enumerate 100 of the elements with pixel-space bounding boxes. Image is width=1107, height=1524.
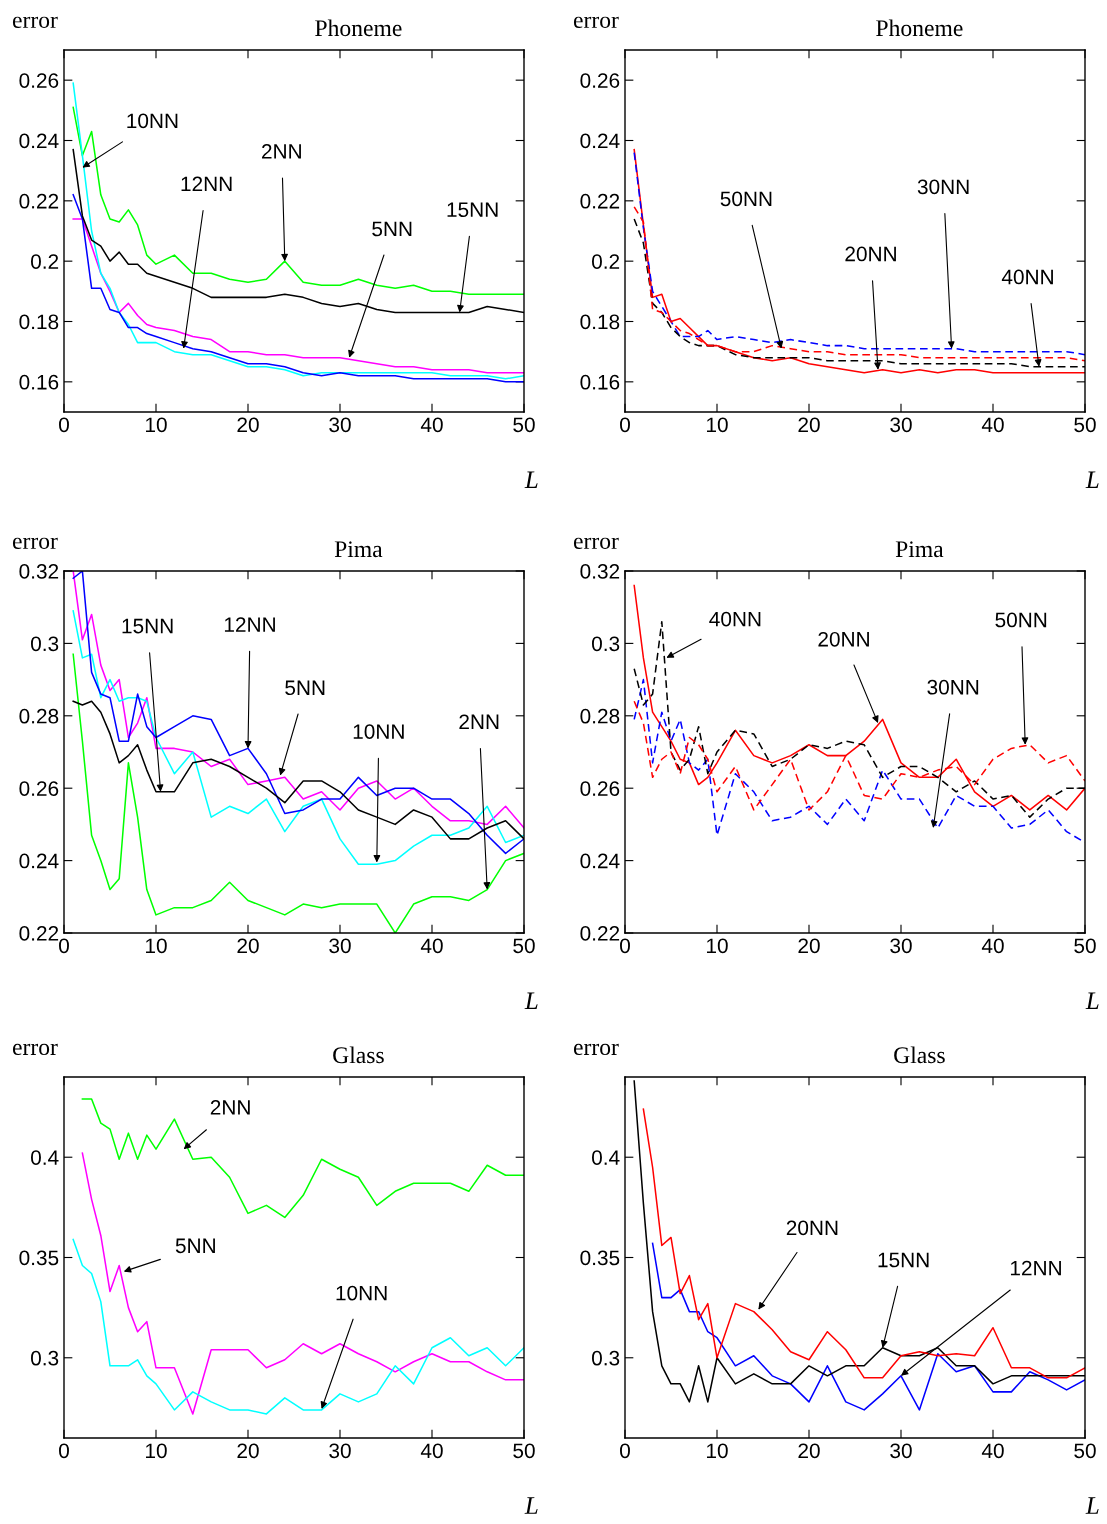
line-series [81, 1098, 524, 1219]
y-tick-label: 0.22 [580, 926, 620, 941]
y-tick-label: 0.18 [19, 314, 59, 330]
x-tick-label: 40 [981, 417, 1004, 433]
x-tick-label: 20 [237, 938, 259, 954]
y-tick-label: 0.2 [30, 254, 59, 269]
line-series [81, 1152, 524, 1415]
annotation: 20NN [818, 631, 869, 647]
y-tick-label: 0.32 [19, 564, 59, 579]
annotation: 2NN [210, 1100, 250, 1115]
annotation: 5NN [285, 680, 325, 696]
chart-title: Phoneme [315, 19, 402, 37]
x-tick-label: 30 [890, 1443, 912, 1459]
y-tick-label: 0.16 [580, 374, 620, 390]
line-series [72, 106, 524, 296]
x-tick-label: 30 [329, 1443, 351, 1459]
y-tick-label: 0.16 [19, 374, 59, 390]
x-tick-label: 20 [798, 938, 820, 954]
y-tick-label: 0.3 [591, 636, 620, 652]
x-tick-label: 20 [237, 1443, 259, 1459]
y-tick-label: 0.22 [19, 926, 59, 941]
annotation: 5NN [175, 1238, 215, 1254]
x-tick-label: 50 [513, 417, 535, 433]
y-axis-title: error [573, 537, 619, 550]
x-axis-title: L [1085, 992, 1099, 1009]
y-tick-label: 0.18 [580, 314, 620, 330]
y-axis-title: error [573, 1043, 619, 1056]
x-tick-label: 40 [981, 1443, 1004, 1459]
x-tick-label: 30 [329, 938, 351, 954]
x-tick-label: 10 [707, 1443, 728, 1459]
annotation: 30NN [927, 679, 979, 695]
y-tick-label: 0.3 [30, 1350, 59, 1366]
y-tick-label: 0.22 [19, 193, 59, 209]
x-tick-label: 30 [890, 938, 912, 954]
x-tick-label: 20 [237, 417, 259, 433]
x-tick-label: 0 [620, 938, 630, 954]
chart-title: Phoneme [876, 19, 963, 37]
y-axis-title: error [12, 1043, 58, 1056]
line-series [651, 1242, 1085, 1411]
x-tick-label: 20 [798, 1443, 820, 1459]
x-tick-label: 0 [620, 1443, 630, 1459]
y-tick-label: 0.28 [580, 708, 620, 724]
x-tick-label: 50 [1074, 417, 1096, 433]
line-series [633, 584, 1085, 811]
annotation: 40NN [709, 611, 761, 627]
x-tick-label: 50 [513, 938, 535, 954]
y-tick-label: 0.26 [580, 781, 620, 796]
annotation: 10NN [127, 113, 178, 129]
x-axis-title: L [1085, 1497, 1099, 1514]
line-series [72, 1238, 524, 1415]
x-tick-label: 40 [420, 417, 443, 433]
x-tick-label: 10 [146, 417, 167, 433]
y-axis-title: error [12, 16, 58, 29]
x-axis-title: L [524, 992, 538, 1009]
y-tick-label: 0.22 [580, 193, 620, 209]
x-tick-label: 30 [329, 417, 351, 433]
x-tick-label: 0 [620, 417, 630, 433]
annotation: 12NN [1010, 1260, 1061, 1276]
line-series [72, 218, 524, 374]
y-tick-label: 0.24 [19, 853, 59, 869]
y-tick-label: 0.24 [580, 853, 620, 869]
annotation: 15NN [122, 618, 173, 634]
y-tick-label: 0.2 [591, 254, 620, 269]
line-series [72, 610, 524, 865]
y-tick-label: 0.32 [580, 564, 620, 579]
annotation: 40NN [1001, 269, 1053, 285]
annotation: 12NN [224, 617, 275, 632]
x-tick-label: 10 [707, 938, 728, 954]
y-tick-label: 0.26 [19, 781, 59, 796]
y-tick-label: 0.24 [19, 133, 59, 149]
annotation: 2NN [262, 144, 301, 159]
x-axis-title: L [1085, 471, 1099, 488]
y-axis-title: error [573, 16, 619, 29]
annotation: 2NN [459, 714, 499, 729]
chart-title: Pima [895, 541, 944, 558]
x-tick-label: 50 [513, 1443, 535, 1459]
y-tick-label: 0.24 [580, 133, 620, 149]
x-tick-label: 10 [707, 417, 728, 433]
annotation: 15NN [878, 1252, 929, 1268]
x-tick-label: 40 [420, 938, 443, 954]
annotation: 30NN [917, 179, 969, 195]
annotation: 5NN [372, 221, 412, 237]
line-series [72, 653, 524, 933]
chart-title: Glass [333, 1046, 384, 1064]
x-tick-label: 40 [420, 1443, 443, 1459]
x-tick-label: 0 [59, 417, 69, 433]
x-tick-label: 50 [1074, 1443, 1096, 1459]
x-tick-label: 20 [798, 417, 820, 433]
x-tick-label: 50 [1074, 938, 1096, 954]
annotation: 50NN [720, 191, 772, 207]
x-axis-title: L [524, 471, 538, 488]
annotation: 20NN [786, 1220, 838, 1236]
y-tick-label: 0.26 [580, 73, 620, 88]
annotation: 20NN [845, 246, 896, 262]
annotation: 12NN [181, 176, 232, 192]
x-tick-label: 0 [59, 1443, 69, 1459]
y-tick-label: 0.4 [591, 1150, 620, 1165]
chart-title: Glass [894, 1046, 945, 1064]
y-axis-title: error [12, 537, 58, 550]
y-tick-label: 0.4 [30, 1150, 59, 1165]
